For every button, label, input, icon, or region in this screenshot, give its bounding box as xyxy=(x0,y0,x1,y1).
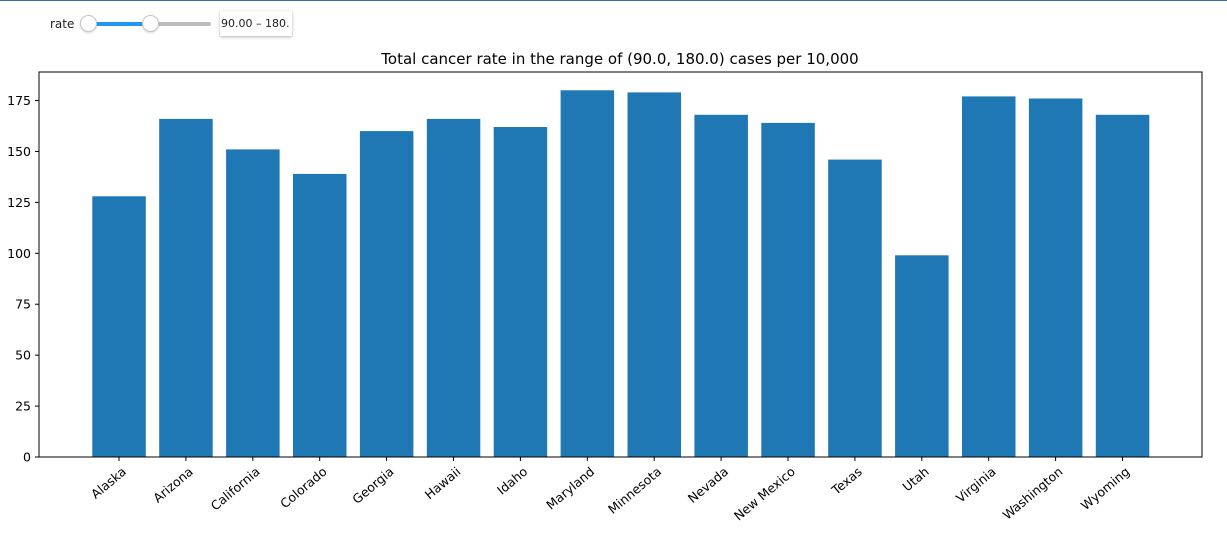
x-tick-label: Georgia xyxy=(349,464,396,507)
y-tick-label: 50 xyxy=(15,348,31,363)
y-tick-label: 175 xyxy=(7,93,31,108)
x-tick-label: Washington xyxy=(1000,464,1066,523)
bar-utah xyxy=(895,255,949,457)
x-tick-label: Texas xyxy=(828,464,865,498)
x-tick-label: Wyoming xyxy=(1078,464,1133,513)
x-tick-label: Arizona xyxy=(150,464,196,506)
bar-georgia xyxy=(359,131,414,457)
bar-virginia xyxy=(962,96,1016,458)
bar-colorado xyxy=(293,173,347,457)
y-tick-label: 25 xyxy=(15,399,31,414)
range-readout: 90.00 – 180. xyxy=(220,11,292,36)
y-tick-label: 100 xyxy=(7,246,31,261)
bar-nevada xyxy=(694,114,748,458)
chart-title: Total cancer rate in the range of (90.0,… xyxy=(380,50,858,68)
controls-bar: rate 90.00 – 180. xyxy=(0,0,1227,48)
y-tick-label: 75 xyxy=(15,297,31,312)
bar-new-mexico xyxy=(761,122,815,458)
bar-alaska xyxy=(92,196,146,458)
slider-high-handle[interactable] xyxy=(141,15,159,32)
x-tick-label: Idaho xyxy=(494,464,530,498)
x-tick-label: Utah xyxy=(899,464,931,495)
bar-idaho xyxy=(493,127,548,457)
slider-selected-range xyxy=(87,22,149,26)
y-tick-label: 125 xyxy=(7,195,31,210)
bar-maryland xyxy=(560,90,615,458)
y-tick-label: 0 xyxy=(23,450,31,465)
x-tick-label: California xyxy=(208,464,263,514)
bar-washington xyxy=(1028,98,1083,457)
x-tick-label: Nevada xyxy=(685,464,731,506)
bar-minnesota xyxy=(627,92,681,458)
bar-california xyxy=(226,149,280,457)
bar-wyoming xyxy=(1095,114,1150,458)
x-tick-label: Virginia xyxy=(953,464,999,506)
bar-arizona xyxy=(159,118,213,458)
rate-range-slider[interactable] xyxy=(79,15,213,33)
x-tick-label: Alaska xyxy=(88,464,129,502)
x-axis: Alaska Arizona California Colorado Georgia Ha… xyxy=(88,457,1132,523)
bar-hawaii xyxy=(426,118,481,458)
x-tick-label: New Mexico xyxy=(731,464,798,524)
y-axis: 0 25 50 75 100 125 150 175 xyxy=(7,93,39,465)
x-tick-label: Hawaii xyxy=(422,464,464,502)
slider-low-handle[interactable] xyxy=(79,15,97,32)
bar-texas xyxy=(828,159,882,457)
y-tick-label: 150 xyxy=(7,144,31,159)
x-tick-label: Maryland xyxy=(543,464,597,513)
rate-slider-label: rate xyxy=(50,17,75,31)
top-border xyxy=(0,0,1227,1)
bars xyxy=(92,90,1150,458)
x-tick-label: Minnesota xyxy=(605,464,664,517)
plot-area-frame xyxy=(38,71,1203,458)
x-tick-label: Colorado xyxy=(277,464,329,511)
